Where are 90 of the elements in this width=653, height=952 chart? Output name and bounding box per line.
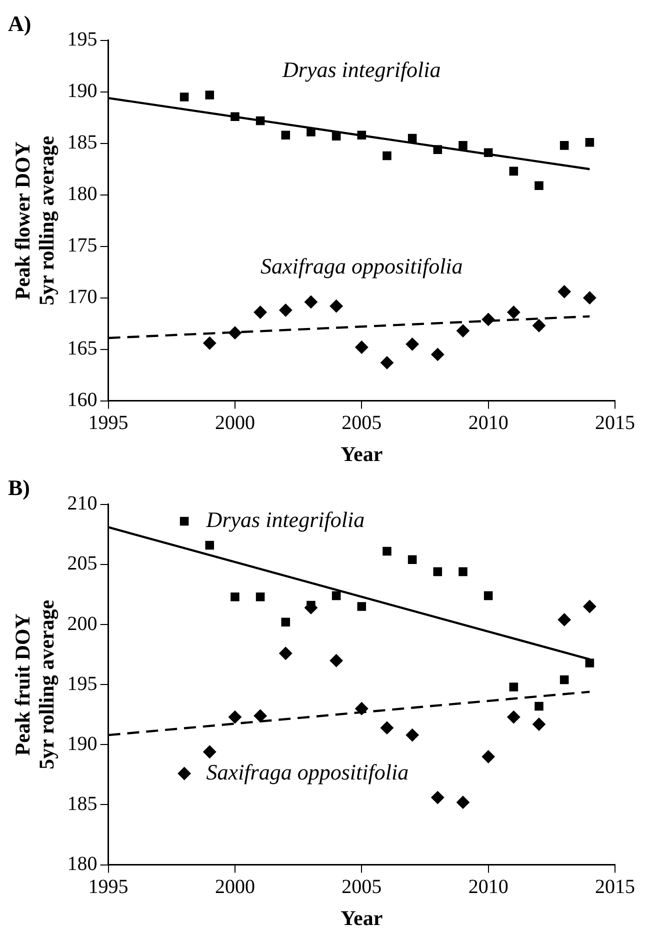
point [382, 151, 392, 160]
x-axis-title: Year [340, 442, 383, 466]
point [558, 285, 571, 298]
y-tick-label: 190 [67, 732, 98, 755]
point [458, 141, 468, 150]
x-tick-label: 1995 [88, 876, 128, 898]
y-tick-label: 170 [67, 286, 98, 308]
point [180, 516, 189, 526]
point [433, 567, 442, 576]
y-tick-label: 185 [67, 132, 98, 154]
point [558, 613, 571, 626]
series-label: Saxifraga oppositifolia [260, 253, 463, 278]
point [205, 90, 214, 100]
point [507, 306, 520, 319]
point [509, 682, 518, 692]
y-tick-label: 195 [67, 28, 98, 51]
point [532, 718, 546, 731]
point [484, 591, 493, 600]
series-label: Dryas integrifolia [282, 56, 441, 82]
point [380, 721, 394, 734]
point [279, 304, 292, 317]
x-tick-label: 2000 [214, 876, 255, 898]
chart-title: B) [8, 474, 30, 500]
y-tick-label: 180 [67, 183, 98, 206]
point [560, 141, 569, 150]
point [534, 702, 544, 711]
point [254, 306, 267, 319]
point [406, 338, 419, 351]
point [203, 336, 216, 350]
y-tick-label: 175 [67, 234, 98, 257]
point [456, 324, 470, 338]
point [507, 710, 520, 724]
y-tick-label: 205 [67, 552, 98, 575]
point [509, 166, 518, 176]
point [560, 675, 569, 684]
point [254, 709, 267, 722]
point [304, 295, 318, 308]
x-axis-title: Year [340, 906, 383, 930]
x-tick-label: 2015 [595, 876, 635, 898]
point [431, 348, 444, 361]
point [279, 646, 292, 660]
point [357, 602, 366, 611]
x-tick-label: 2010 [468, 412, 508, 434]
series-label: Dryas integrifolia [205, 507, 365, 532]
chart-title: A) [8, 10, 32, 36]
point [205, 540, 214, 550]
point [406, 728, 419, 742]
point [382, 546, 392, 556]
y-tick-label: 210 [67, 492, 98, 515]
point [431, 791, 444, 804]
point [585, 138, 594, 147]
point [178, 767, 191, 780]
x-tick-label: 2005 [342, 876, 382, 898]
point [230, 592, 240, 602]
point [456, 796, 470, 809]
point [583, 600, 596, 614]
y-tick-label: 200 [67, 612, 98, 635]
point [228, 326, 242, 340]
point [281, 130, 290, 140]
y-tick-label: 160 [67, 389, 98, 412]
x-tick-label: 1995 [88, 412, 128, 434]
y-tick-label: 165 [67, 338, 98, 360]
y-tick-label: 190 [67, 80, 98, 102]
y-tick-label: 195 [67, 672, 98, 695]
point [534, 181, 544, 190]
x-tick-label: 2005 [342, 412, 382, 434]
y-axis-title: Peak fruit DOY 5yr rolling average [10, 600, 59, 770]
x-tick-label: 2010 [468, 876, 508, 898]
point [380, 356, 394, 370]
point [281, 618, 290, 627]
point [332, 591, 341, 600]
point [180, 92, 189, 102]
point [458, 567, 468, 576]
point [203, 745, 216, 758]
point [532, 319, 546, 332]
y-tick-label: 180 [67, 853, 98, 876]
point [330, 654, 343, 668]
x-tick-label: 2015 [595, 412, 635, 434]
point [482, 750, 495, 764]
point [355, 340, 368, 354]
point [228, 710, 242, 724]
point [330, 300, 343, 313]
point [583, 291, 596, 304]
point [585, 658, 594, 668]
x-tick-label: 2000 [214, 412, 255, 434]
y-axis-title: Peak flower DOY 5yr rolling average [10, 136, 59, 306]
y-tick-label: 185 [67, 792, 98, 815]
point [256, 592, 265, 602]
series-label: Saxifraga oppositifolia [206, 759, 409, 784]
point [408, 555, 417, 564]
